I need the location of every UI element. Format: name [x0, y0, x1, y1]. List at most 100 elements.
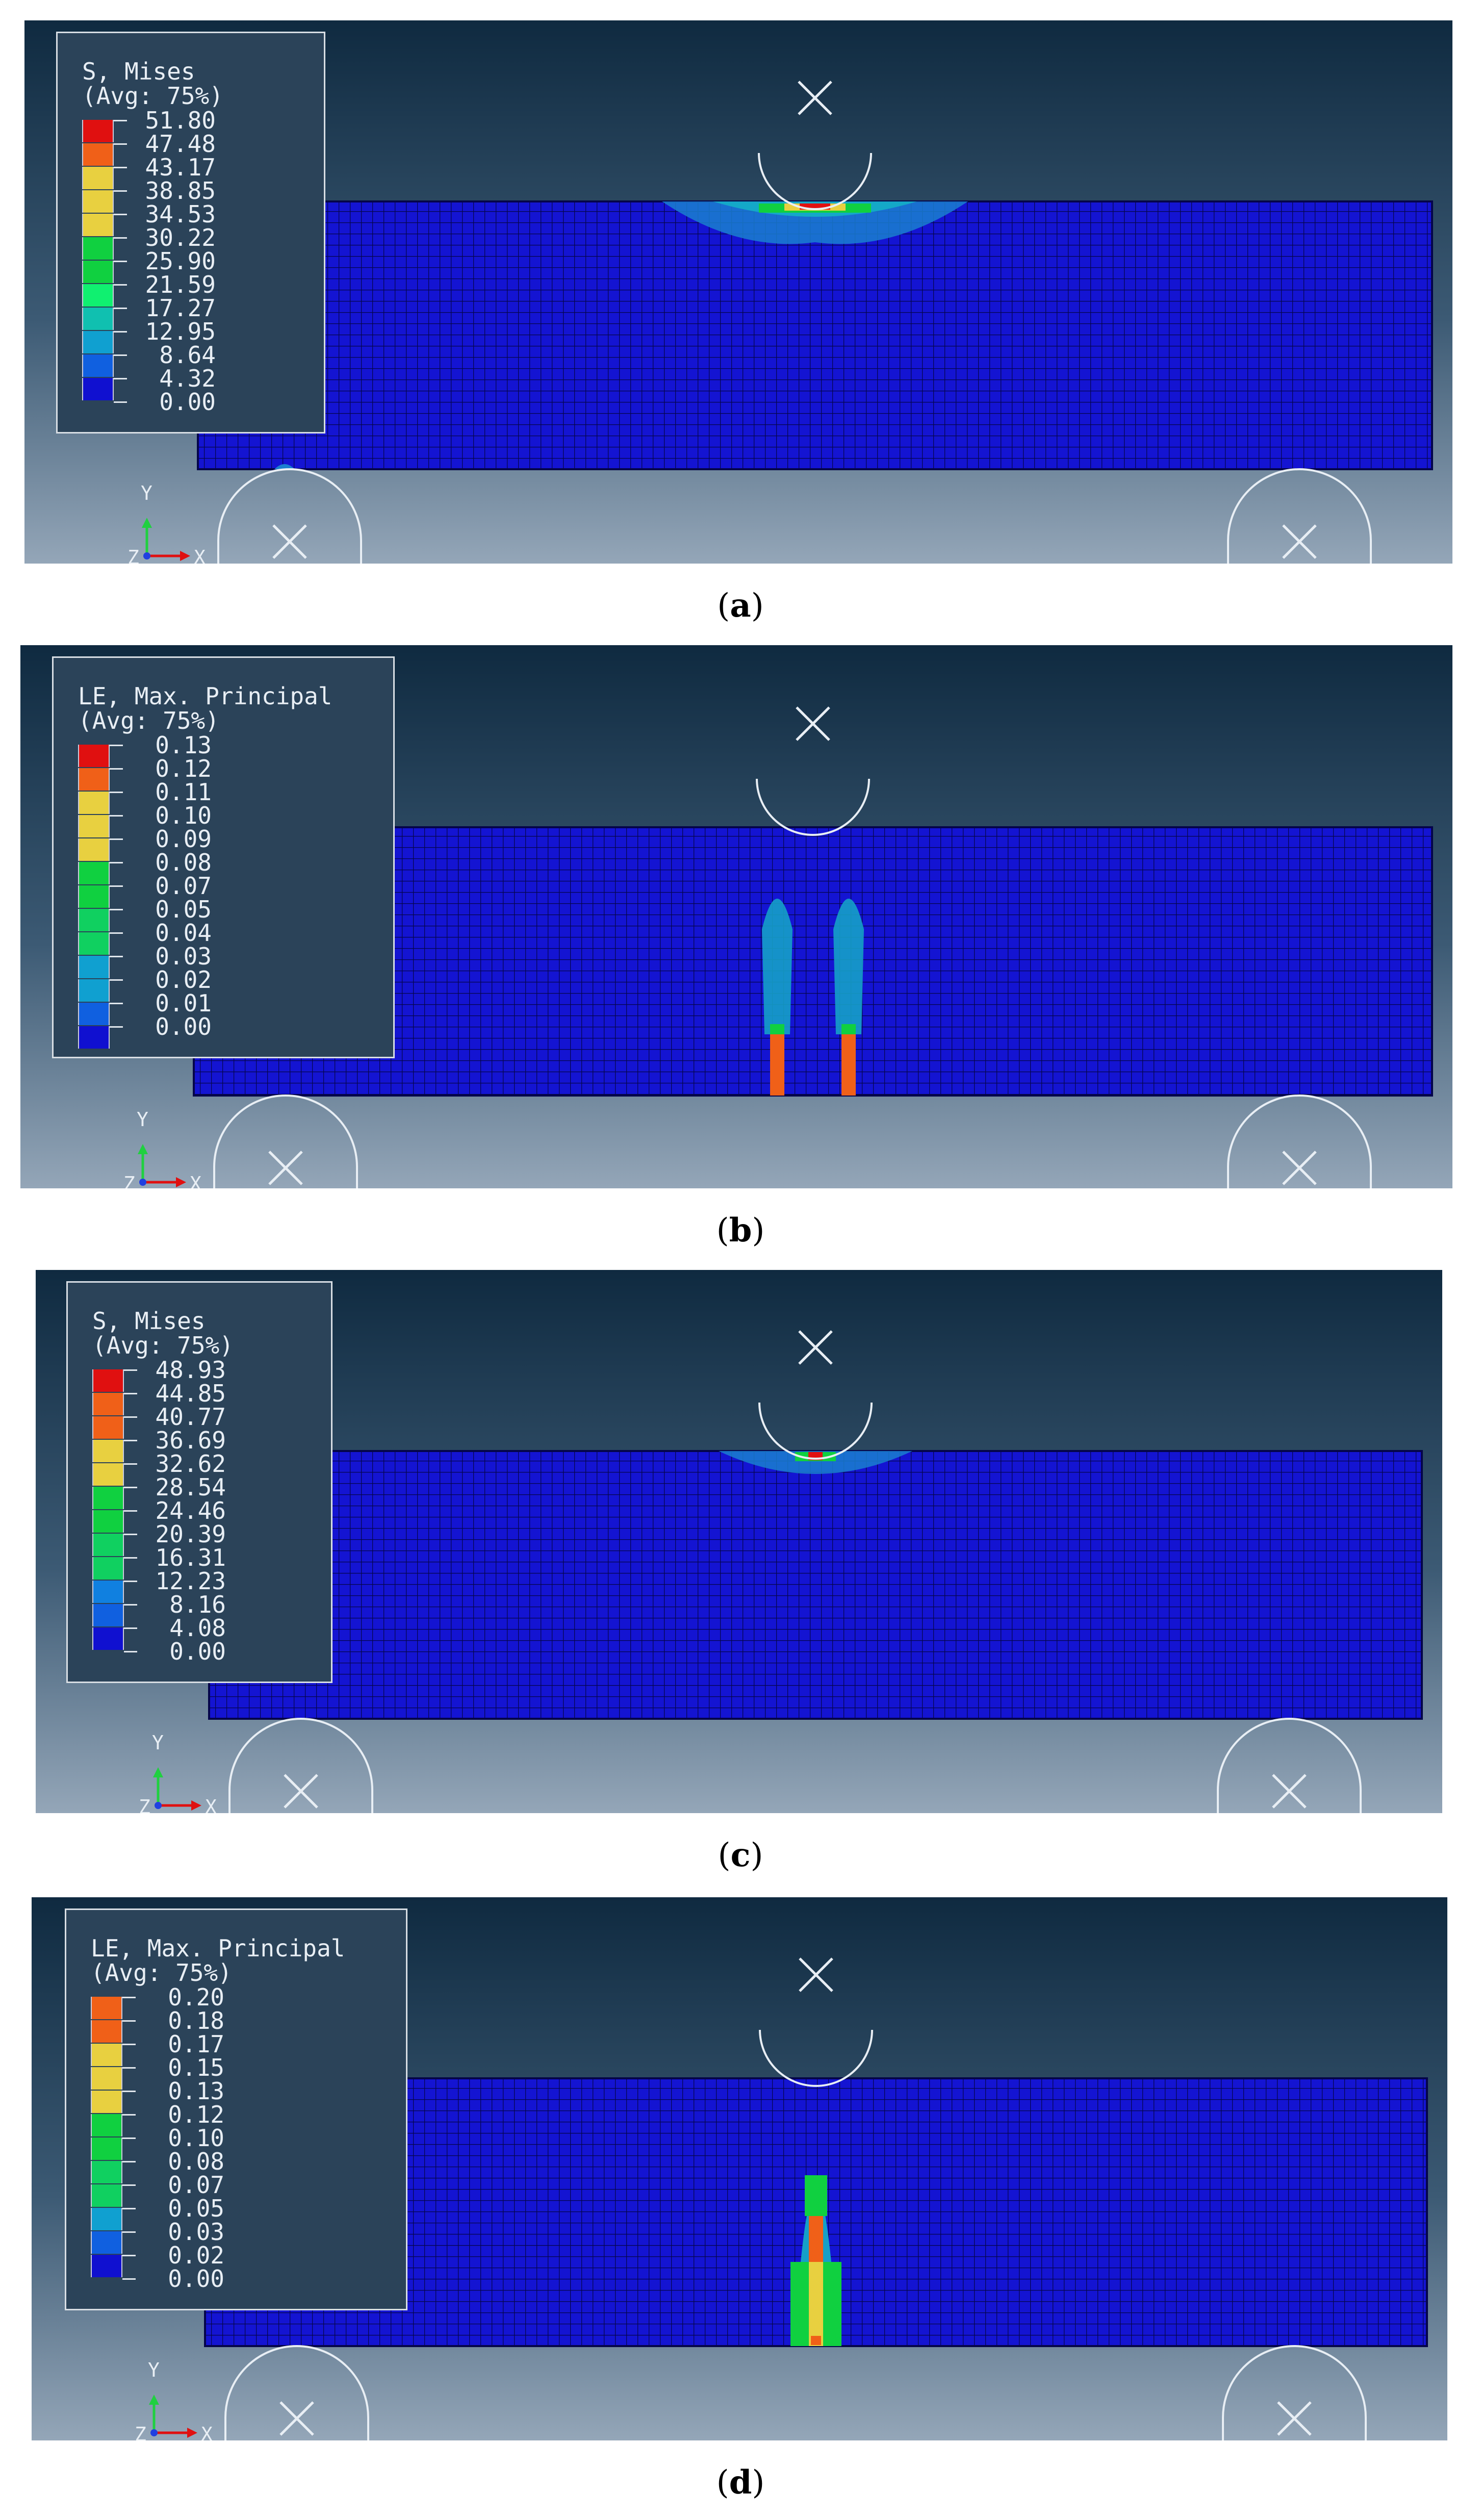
axis-label-x_label: X — [194, 546, 206, 564]
legend-value: 0.17 — [168, 2030, 224, 2058]
legend-title: LE, Max. Principal — [91, 1934, 345, 1962]
legend-swatch — [78, 745, 110, 767]
fe-panel-d: Y X Z LE, Max. Principal (Avg: 75%) 0.20 0.18 0… — [32, 1897, 1447, 2440]
legend-swatch — [92, 1440, 124, 1462]
legend-value: 40.77 — [155, 1403, 226, 1431]
legend-value: 8.64 — [159, 341, 216, 369]
beam-mesh — [208, 1450, 1423, 1720]
legend-value: 0.13 — [155, 731, 212, 759]
axis-label-y_label: Y — [148, 2359, 160, 2381]
load-roller-center-icon — [796, 706, 830, 741]
legend-value: 32.62 — [155, 1450, 226, 1478]
legend-value: 38.85 — [145, 177, 216, 205]
legend-value: 21.59 — [145, 271, 216, 298]
legend-swatch — [82, 120, 114, 142]
legend-value: 30.22 — [145, 224, 216, 251]
axis-label-y_label: Y — [152, 1732, 164, 1754]
legend-swatch — [78, 932, 110, 955]
legend-swatch — [82, 214, 114, 236]
caption-a: (a) — [717, 587, 764, 625]
stress-zone-outer — [662, 201, 968, 244]
legend-value: 48.93 — [155, 1356, 226, 1384]
fe-panel-a: Y X Z S, Mises (Avg: 75%) 51.80 47.48 43.17 38.8… — [24, 20, 1452, 564]
legend-value: 0.12 — [155, 755, 212, 782]
support-stress — [274, 464, 295, 469]
legend-value: 0.04 — [155, 919, 212, 947]
legend-swatch — [92, 1369, 124, 1392]
legend-swatch — [92, 1393, 124, 1415]
support-roller-1 — [217, 468, 362, 564]
legend-value: 12.95 — [145, 318, 216, 345]
legend-swatch — [82, 284, 114, 307]
support-roller-2 — [1227, 1094, 1372, 1188]
caption-d: (d) — [716, 2463, 765, 2502]
legend-averaging: (Avg: 75%) — [92, 1332, 234, 1359]
strain-zone-1 — [762, 899, 793, 1034]
legend-value: 0.00 — [155, 1013, 212, 1040]
legend-value: 0.08 — [168, 2148, 224, 2175]
legend-value: 25.90 — [145, 247, 216, 275]
legend-value: 17.27 — [145, 294, 216, 322]
axis-label-x_label: X — [201, 2423, 213, 2440]
legend-swatch — [91, 2255, 122, 2277]
crack-core — [809, 2262, 823, 2346]
legend-value: 0.05 — [168, 2195, 224, 2222]
legend-swatch — [92, 1627, 124, 1650]
axis-label-x_label: X — [205, 1796, 217, 1813]
axis-label-z_label: Z — [135, 2423, 146, 2440]
legend-swatch — [92, 1534, 124, 1556]
legend-averaging: (Avg: 75%) — [78, 707, 219, 734]
legend-swatch — [91, 2114, 122, 2136]
legend-value: 0.20 — [168, 1983, 224, 2011]
axis-label-z_label: Z — [127, 546, 139, 564]
load-roller — [759, 2029, 873, 2087]
axis-label-z_label: Z — [123, 1173, 135, 1188]
legend-swatch — [92, 1557, 124, 1580]
legend-averaging: (Avg: 75%) — [91, 1959, 232, 1987]
legend-swatch — [92, 1487, 124, 1509]
legend-swatch — [78, 1003, 110, 1025]
legend-swatch — [82, 190, 114, 213]
beam-mesh — [193, 826, 1433, 1097]
support-center-icon-2 — [1277, 2401, 1312, 2436]
legend-swatch — [92, 1463, 124, 1486]
support-roller-2 — [1227, 468, 1372, 564]
legend-value: 51.80 — [145, 107, 216, 134]
legend-value: 0.03 — [155, 943, 212, 970]
legend-value: 0.01 — [155, 989, 212, 1017]
caption-b: (b) — [716, 1211, 765, 1250]
legend-value: 0.03 — [168, 2218, 224, 2246]
legend-value: 0.08 — [155, 849, 212, 876]
legend-swatch — [92, 1581, 124, 1603]
support-center-icon-1 — [272, 524, 307, 559]
axis-label-z_label: Z — [139, 1796, 150, 1813]
legend-swatch — [82, 308, 114, 330]
legend-swatch — [82, 378, 114, 400]
z-axis-dot — [155, 1802, 162, 1809]
z-axis-dot — [150, 2429, 158, 2436]
support-center-icon-1 — [279, 2401, 314, 2436]
load-roller — [758, 1402, 873, 1460]
load-roller-center-icon — [799, 1957, 833, 1992]
load-roller — [756, 778, 870, 836]
crack — [809, 2216, 823, 2262]
legend-b: LE, Max. Principal (Avg: 75%) 0.13 0.12 0.11… — [52, 656, 395, 1058]
legend-swatch — [82, 167, 114, 189]
legend-value: 4.32 — [159, 365, 216, 392]
load-roller-center-icon — [798, 81, 832, 115]
legend-swatch — [91, 1997, 122, 2019]
load-roller-center-icon — [798, 1330, 833, 1365]
legend-value: 0.18 — [168, 2007, 224, 2034]
legend-swatch — [78, 979, 110, 1002]
legend-swatch — [91, 2020, 122, 2043]
legend-swatch — [82, 237, 114, 260]
legend-d: LE, Max. Principal (Avg: 75%) 0.20 0.18 0.17… — [65, 1908, 407, 2310]
legend-title: S, Mises — [92, 1307, 206, 1335]
legend-swatch — [82, 261, 114, 283]
legend-swatch — [91, 2137, 122, 2160]
legend-value: 0.10 — [168, 2124, 224, 2152]
legend-swatch — [82, 331, 114, 353]
legend-value: 8.16 — [169, 1591, 226, 1618]
support-center-icon-1 — [284, 1774, 318, 1809]
support-roller-1 — [228, 1718, 373, 1813]
